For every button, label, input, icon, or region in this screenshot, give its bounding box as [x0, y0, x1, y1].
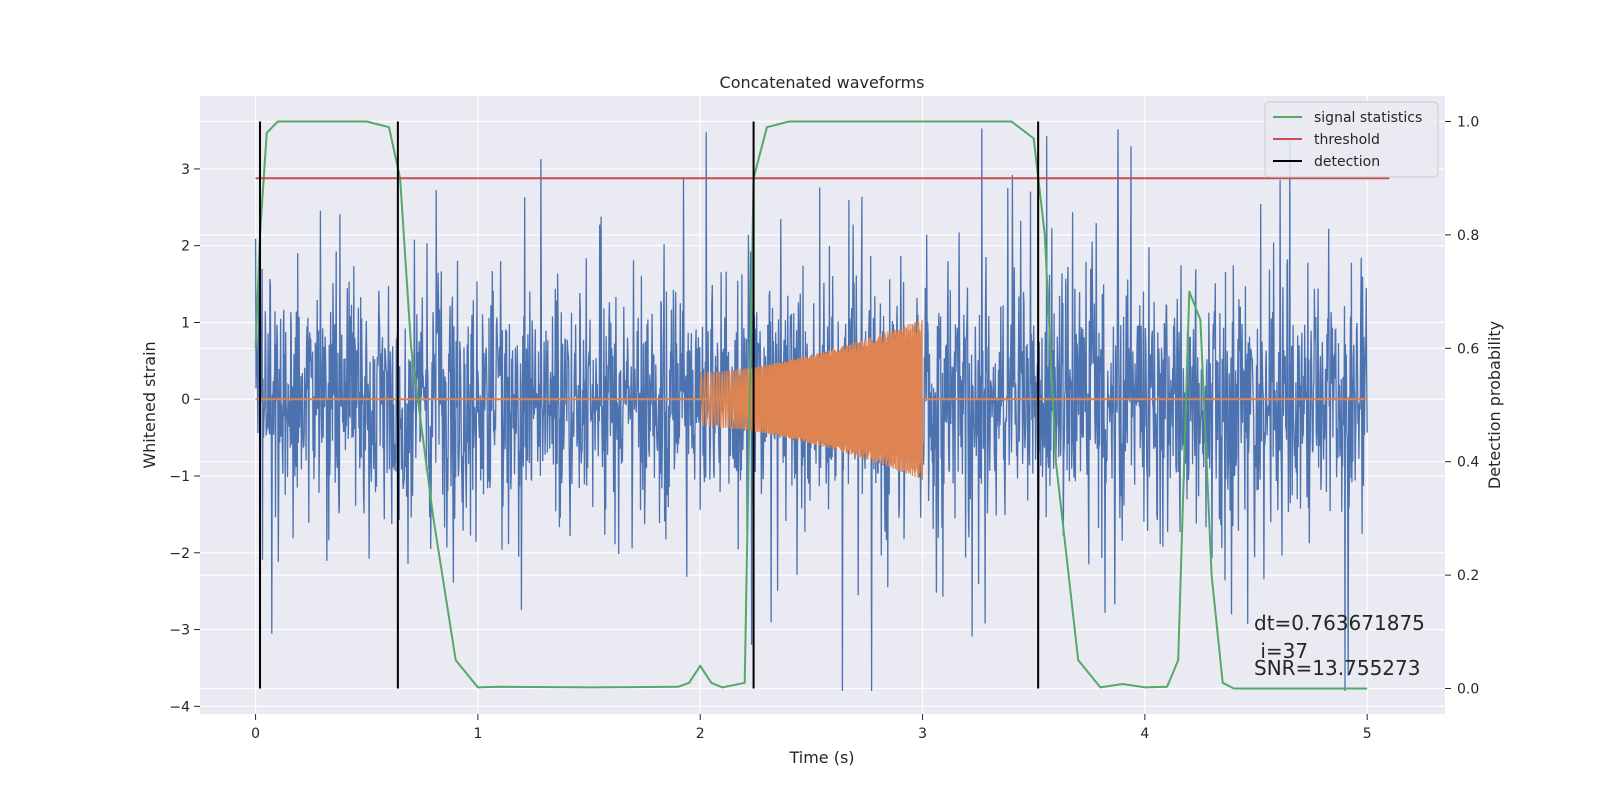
- chart-title: Concatenated waveforms: [720, 73, 925, 92]
- y-right-tick-label: 0.2: [1457, 568, 1479, 584]
- annotation-dt: dt=0.763671875: [1254, 611, 1425, 635]
- annotations: dt=0.763671875 i=37 SNR=13.755273: [1254, 611, 1425, 680]
- y-tick-label: −3: [169, 623, 190, 639]
- legend-box: [1264, 101, 1439, 178]
- y-right-tick-label: 0.6: [1457, 341, 1479, 357]
- injected-waveform-line: [699, 319, 924, 480]
- y-right-tick-label: 0.8: [1457, 228, 1479, 244]
- x-axis-label: Time (s): [788, 748, 854, 767]
- y-tick-label: 0: [181, 392, 190, 408]
- y-axis-label: Whitened strain: [140, 341, 159, 468]
- y-tick-label: −4: [169, 699, 190, 715]
- x-tick-label: 1: [473, 726, 482, 742]
- y-right-tick-label: 0.4: [1457, 455, 1479, 471]
- legend-label-detection: detection: [1314, 154, 1380, 170]
- strain-line: [254, 128, 1368, 692]
- x-tick-label: 0: [251, 726, 260, 742]
- axes: 0 1 2 3 4 5 −4 −3 −2 −1 0 1 2 3 0.0 0.2 0.4 0.6 0.8 1.0: [169, 115, 1479, 742]
- y-right-tick-label: 0.0: [1457, 681, 1479, 697]
- y-axis-right-label: Detection probability: [1485, 321, 1504, 489]
- y-tick-label: 2: [181, 239, 190, 255]
- x-tick-label: 5: [1363, 726, 1372, 742]
- legend: signal statistics threshold detection: [1264, 101, 1439, 178]
- y-tick-label: 1: [181, 315, 190, 331]
- annotation-i: i=37: [1254, 639, 1308, 663]
- y-tick-label: 3: [181, 162, 190, 178]
- x-tick-label: 2: [696, 726, 705, 742]
- y-tick-label: −2: [169, 546, 190, 562]
- legend-label-signal-statistics: signal statistics: [1314, 110, 1422, 126]
- x-tick-label: 4: [1140, 726, 1149, 742]
- signal-statistics-line: [254, 120, 1368, 690]
- y-tick-label: −1: [169, 469, 190, 485]
- injected-waveform-series: [255, 319, 1368, 480]
- legend-label-threshold: threshold: [1314, 132, 1380, 148]
- detection-series: [254, 120, 1390, 690]
- strain-series: [254, 128, 1368, 692]
- y-right-tick-label: 1.0: [1457, 115, 1479, 131]
- annotation-snr: SNR=13.755273: [1254, 656, 1420, 680]
- x-tick-label: 3: [918, 726, 927, 742]
